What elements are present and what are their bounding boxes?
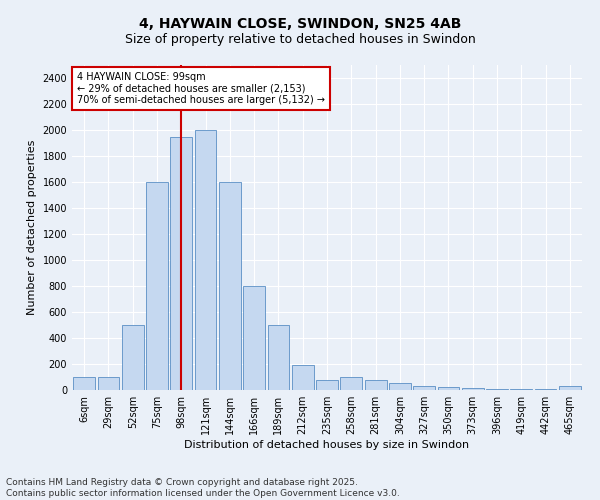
- Bar: [462, 388, 484, 390]
- Bar: [316, 380, 338, 390]
- Y-axis label: Number of detached properties: Number of detached properties: [27, 140, 37, 315]
- Bar: [170, 136, 192, 390]
- Bar: [365, 380, 386, 390]
- Bar: [219, 182, 241, 390]
- Bar: [389, 383, 411, 390]
- Bar: [268, 325, 289, 390]
- Bar: [122, 325, 143, 390]
- Bar: [486, 388, 508, 390]
- Text: 4 HAYWAIN CLOSE: 99sqm
← 29% of detached houses are smaller (2,153)
70% of semi-: 4 HAYWAIN CLOSE: 99sqm ← 29% of detached…: [77, 72, 325, 104]
- Bar: [559, 386, 581, 390]
- Bar: [292, 364, 314, 390]
- Text: Size of property relative to detached houses in Swindon: Size of property relative to detached ho…: [125, 32, 475, 46]
- Bar: [437, 388, 460, 390]
- Text: Contains HM Land Registry data © Crown copyright and database right 2025.
Contai: Contains HM Land Registry data © Crown c…: [6, 478, 400, 498]
- X-axis label: Distribution of detached houses by size in Swindon: Distribution of detached houses by size …: [184, 440, 470, 450]
- Bar: [243, 286, 265, 390]
- Bar: [413, 386, 435, 390]
- Text: 4, HAYWAIN CLOSE, SWINDON, SN25 4AB: 4, HAYWAIN CLOSE, SWINDON, SN25 4AB: [139, 18, 461, 32]
- Bar: [97, 377, 119, 390]
- Bar: [146, 182, 168, 390]
- Bar: [73, 377, 95, 390]
- Bar: [194, 130, 217, 390]
- Bar: [340, 377, 362, 390]
